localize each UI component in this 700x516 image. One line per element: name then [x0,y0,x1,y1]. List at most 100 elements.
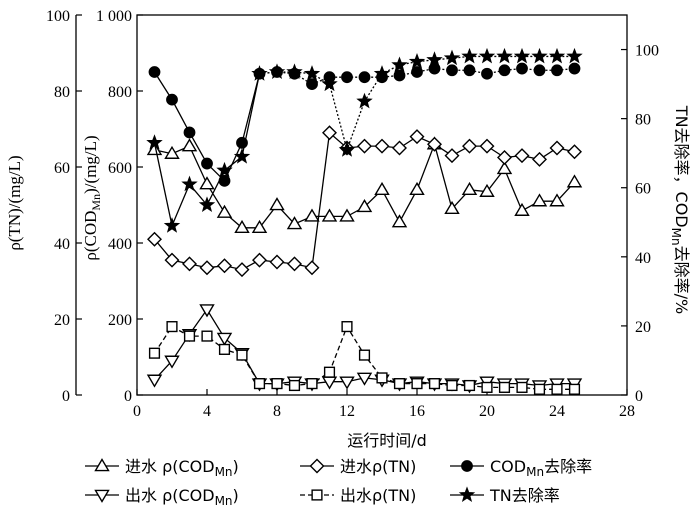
legend-label-sub: Mn [526,465,544,479]
data-point [163,217,181,233]
data-point [392,140,407,156]
data-point [568,62,581,75]
data-point [216,161,233,178]
cod-tick-label: 600 [108,160,132,177]
data-point [322,125,337,141]
data-point [481,381,493,393]
data-point [146,134,163,150]
data-point [358,349,371,361]
data-point [516,381,528,393]
data-point [321,75,338,92]
data-point [548,47,566,64]
data-point [199,260,215,276]
data-point [568,383,581,395]
data-point [218,343,231,355]
rate-tick-label: 60 [635,181,651,198]
data-point [393,69,406,82]
data-point [498,64,511,77]
legend-label: 进水ρ(TN) [340,457,416,476]
legend-marker [461,460,473,472]
data-point [409,181,425,196]
data-point [411,378,423,390]
legend-marker [94,458,110,472]
data-point [341,321,353,333]
data-point [426,51,443,67]
data-point [356,372,373,386]
data-point [566,174,583,188]
plot-frame [136,14,628,396]
cod-axis-label-pre: ρ(COD [81,211,100,261]
data-point [253,378,266,390]
data-point [411,66,423,78]
series-2 [148,62,581,187]
data-point [166,93,178,106]
data-point [427,136,442,152]
cod-tick-label: 200 [108,312,132,329]
data-point [373,65,391,81]
data-point [271,378,283,390]
data-point [164,355,180,369]
rate-axis-label: TN去除率，CODMn去除率/% [669,105,691,314]
x-axis-label: 运行时间/d [347,431,427,450]
data-point [443,49,461,66]
data-point [549,140,565,156]
legend-marker [458,486,476,502]
data-point [513,47,531,64]
data-point [461,181,478,196]
data-point [374,138,390,154]
tn-tick-label: 20 [54,312,70,329]
data-point [199,176,215,190]
legend-label-pre: 出水 ρ(COD [125,486,215,505]
data-point [216,204,233,218]
data-point [566,47,583,64]
data-point [304,260,320,276]
series-4 [148,321,581,395]
data-point [166,321,178,333]
data-point [409,129,425,145]
data-point [323,366,336,378]
data-point [339,208,355,222]
data-point [217,258,232,274]
data-point [391,214,408,228]
legend-label-post: 去除率 [544,457,592,476]
tn-axis: 0 20 40 60 80 100 [46,8,82,405]
rate-axis-label-post: 去除率/% [672,246,691,315]
data-point [287,256,302,272]
x-tick-label: 4 [203,403,211,420]
data-point [269,197,285,211]
rate-tick-label: 100 [635,43,659,60]
data-point [341,71,353,84]
data-point [356,199,373,213]
data-point [251,219,268,234]
cod-axis: 0 200 400 600 800 1 000 [96,8,143,405]
legend-label-post: ) [233,486,239,505]
x-tick-label: 12 [339,403,355,420]
data-point [549,193,565,207]
tn-axis-label: ρ(TN)/(mg/L) [5,155,24,250]
legend-entry-1: 进水ρ(TN) [300,457,416,476]
data-point [306,78,318,90]
data-point [148,66,161,78]
data-point [269,254,285,270]
data-point [462,138,477,154]
data-point [446,64,458,77]
data-point [376,372,388,384]
tn-tick-label: 0 [62,388,70,405]
legend-entry-5: TN去除率 [450,486,560,505]
data-point [516,62,528,75]
data-point [183,330,196,342]
data-point [444,200,460,215]
legend-label-pre: 进水 ρ(COD [125,457,215,476]
data-point [146,374,163,388]
data-point [306,378,318,390]
legend-label-pre: 出水ρ(TN) [340,486,416,505]
data-point [496,47,513,64]
rate-axis-label-sub: Mn [669,228,683,246]
legend-marker [309,458,325,474]
legend-entry-0: 进水 ρ(CODMn) [85,457,239,479]
rate-tick-label: 80 [635,112,651,129]
legend-label: 出水ρ(TN) [340,486,416,505]
data-point [514,202,530,216]
legend-marker [311,489,323,501]
